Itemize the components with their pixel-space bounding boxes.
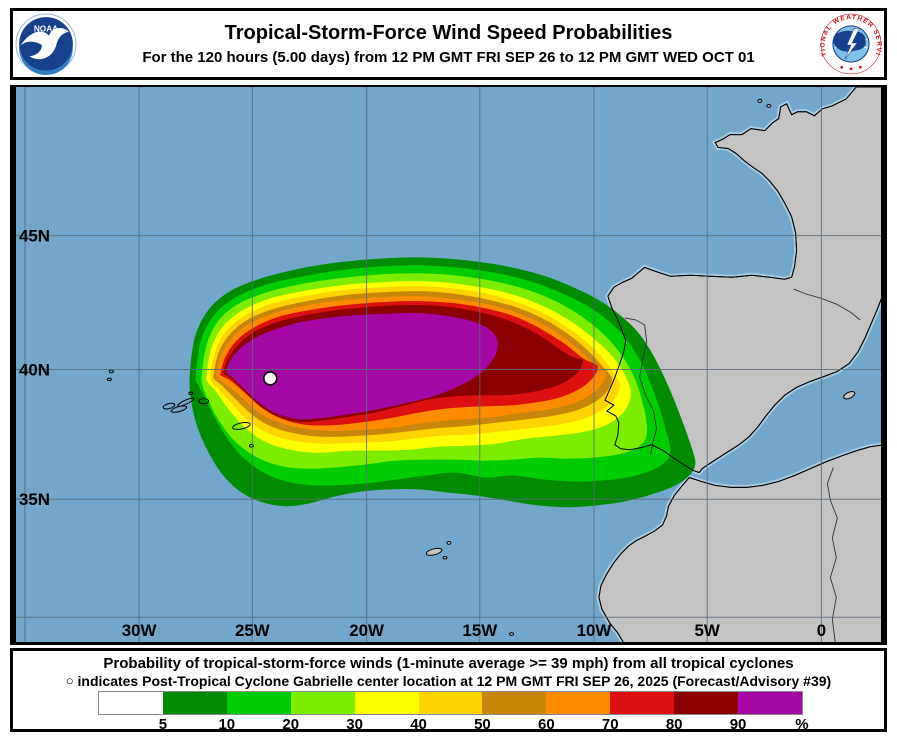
header-bar: NOAA Tropical-Storm-Force Wind Speed Pro… xyxy=(10,8,887,80)
colorbar-tick-label: 50 xyxy=(474,716,491,733)
probability-colorbar: 5 10 20 30 40 50 60 70 80 90% xyxy=(98,691,809,733)
wind-probability-map: 45N 40N 35N 30W 25W 20W 15W 10W 5W 0 xyxy=(16,87,881,642)
colorbar-tick-label: 10 xyxy=(218,716,236,733)
colorbar-tick-label: 40 xyxy=(410,716,427,733)
country-border xyxy=(793,288,861,321)
footer-center-note-text: indicates Post-Tropical Cyclone Gabriell… xyxy=(77,673,832,689)
colorbar-tick-label: 5 xyxy=(158,716,168,733)
colorbar-tick-label: 80 xyxy=(665,716,683,733)
longitude-label: 20W xyxy=(349,621,384,640)
noaa-logo-text: NOAA xyxy=(34,25,58,34)
island xyxy=(442,556,448,560)
colorbar-segment: 10 xyxy=(162,692,235,733)
center-marker-icon: ○ xyxy=(65,673,74,688)
colorbar-segment: 60 xyxy=(482,692,555,733)
colorbar-segment: 50 xyxy=(418,692,491,733)
colorbar-segment: % xyxy=(738,692,809,733)
colorbar-segment: 80 xyxy=(610,692,683,733)
longitude-label: 0 xyxy=(817,621,826,640)
island xyxy=(162,402,176,410)
latitude-label: 45N xyxy=(19,227,50,246)
colorbar-tick-label: 20 xyxy=(282,716,300,733)
map-panel: 45N 40N 35N 30W 25W 20W 15W 10W 5W 0 xyxy=(10,85,887,645)
page-subtitle: For the 120 hours (5.00 days) from 12 PM… xyxy=(142,49,755,66)
island xyxy=(177,397,195,407)
storm-center-marker xyxy=(262,371,278,386)
colorbar-segment: 5 xyxy=(99,692,167,733)
colorbar-segment: 40 xyxy=(354,692,427,733)
island xyxy=(757,98,763,103)
longitude-label: 30W xyxy=(122,621,157,640)
island xyxy=(425,547,443,556)
island xyxy=(188,391,194,396)
latitude-label: 35N xyxy=(19,490,50,509)
island xyxy=(232,422,251,430)
noaa-logo: NOAA xyxy=(13,13,79,75)
colorbar-tick-label: 60 xyxy=(538,716,555,733)
colorbar-segment: 70 xyxy=(546,692,619,733)
colorbar-tick-label: 70 xyxy=(601,716,619,733)
colorbar-segment: 20 xyxy=(226,692,299,733)
colorbar-tick-label: 90 xyxy=(729,716,747,733)
probability-contour-90 xyxy=(226,312,499,420)
island xyxy=(509,632,515,636)
island xyxy=(198,398,210,405)
island xyxy=(248,443,254,448)
colorbar-tick-label: 30 xyxy=(346,716,363,733)
nws-logo-image: NATIONAL WEATHER SERVICE xyxy=(820,13,882,75)
header-titles: Tropical-Storm-Force Wind Speed Probabil… xyxy=(79,22,818,66)
noaa-logo-image: NOAA xyxy=(15,13,77,75)
footer-panel: Probability of tropical-storm-force wind… xyxy=(10,648,887,733)
longitude-label: 25W xyxy=(235,621,270,640)
coastline xyxy=(604,87,881,474)
island xyxy=(446,541,452,545)
coastline xyxy=(598,444,881,642)
country-border xyxy=(826,467,838,642)
nws-logo: NATIONAL WEATHER SERVICE xyxy=(818,13,884,75)
colorbar-segment: 30 xyxy=(290,692,363,733)
latitude-label: 40N xyxy=(19,360,50,379)
colorbar-tick-label: % xyxy=(795,716,809,733)
footer-center-note: ○ indicates Post-Tropical Cyclone Gabrie… xyxy=(13,673,884,689)
country-border xyxy=(624,317,658,455)
colorbar-segment: 90 xyxy=(674,692,746,733)
footer-description: Probability of tropical-storm-force wind… xyxy=(103,655,794,672)
longitude-label: 15W xyxy=(462,621,497,640)
island xyxy=(843,391,856,400)
longitude-label: 5W xyxy=(695,621,720,640)
longitude-label: 10W xyxy=(577,621,612,640)
page-title: Tropical-Storm-Force Wind Speed Probabil… xyxy=(224,22,673,44)
island xyxy=(766,103,772,108)
island xyxy=(106,377,112,382)
